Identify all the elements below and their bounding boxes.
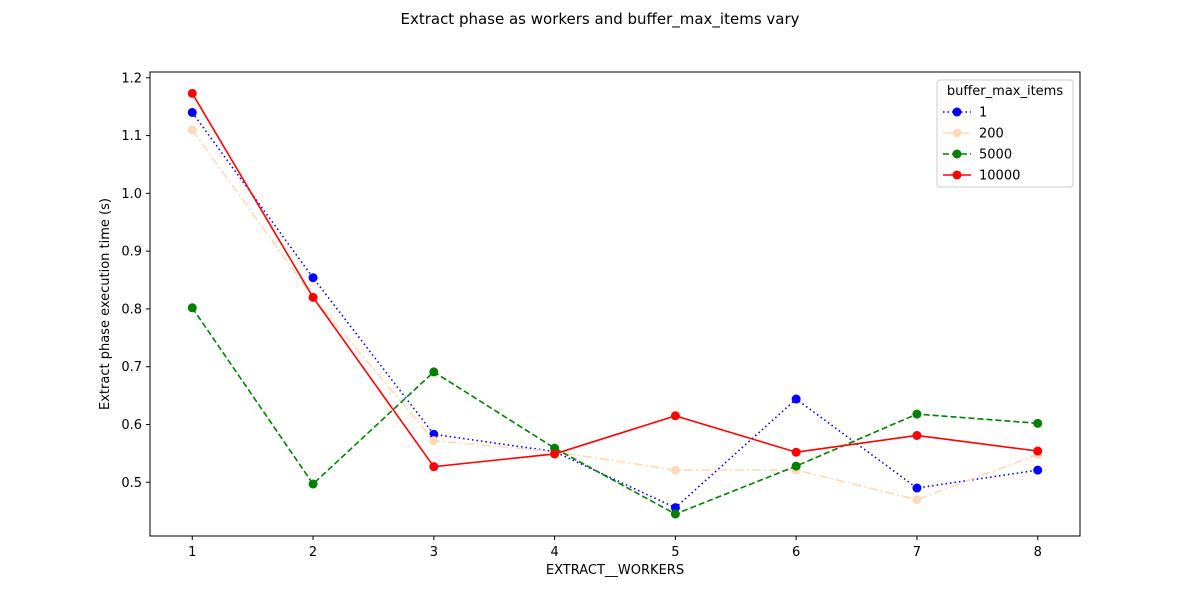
legend-label-10000: 10000 bbox=[979, 169, 1020, 184]
data-point-5000 bbox=[1033, 418, 1043, 428]
data-point-1 bbox=[1033, 465, 1043, 475]
data-point-10000 bbox=[550, 449, 560, 459]
data-point-5000 bbox=[912, 409, 922, 419]
legend-box bbox=[936, 79, 1074, 188]
x-axis: 1 2 3 4 5 6 7 8 bbox=[188, 536, 1042, 560]
x-tick-label: 4 bbox=[550, 545, 558, 560]
data-point-5000 bbox=[670, 509, 680, 519]
data-point-10000 bbox=[1033, 446, 1043, 456]
legend-marker-1 bbox=[952, 107, 962, 117]
data-point-200 bbox=[429, 436, 439, 446]
legend-label-1: 1 bbox=[979, 106, 987, 121]
series-line-200 bbox=[191, 129, 1039, 501]
series-line-1 bbox=[191, 111, 1038, 509]
data-point-1 bbox=[308, 273, 318, 283]
chart-title: Extract phase as workers and buffer_max_… bbox=[400, 10, 799, 29]
data-point-1 bbox=[912, 483, 922, 493]
y-axis: 0.5 0.6 0.7 0.8 0.9 1.0 1.1 1.2 bbox=[121, 71, 150, 491]
x-tick-label: 6 bbox=[792, 545, 800, 560]
legend-label-200: 200 bbox=[979, 127, 1004, 142]
x-tick-label: 5 bbox=[671, 545, 679, 560]
data-point-1 bbox=[187, 107, 197, 117]
data-point-10000 bbox=[308, 292, 318, 302]
data-point-1 bbox=[670, 503, 680, 513]
data-point-200 bbox=[912, 495, 922, 505]
y-tick-label: 1.1 bbox=[121, 129, 142, 144]
data-point-1 bbox=[791, 394, 801, 404]
data-point-10000 bbox=[791, 447, 801, 457]
y-tick-label: 0.5 bbox=[121, 476, 142, 491]
plot-area bbox=[187, 88, 1043, 519]
x-tick-label: 7 bbox=[913, 545, 921, 560]
x-axis-label: EXTRACT__WORKERS bbox=[546, 563, 684, 578]
data-point-10000 bbox=[187, 88, 197, 98]
legend-label-5000: 5000 bbox=[979, 148, 1012, 163]
data-point-5000 bbox=[429, 367, 439, 377]
legend-title: buffer_max_items bbox=[947, 84, 1063, 99]
y-tick-label: 1.0 bbox=[121, 187, 142, 202]
legend: buffer_max_items 1 200 5000 10000 bbox=[936, 79, 1074, 188]
y-tick-label: 0.6 bbox=[121, 418, 142, 433]
x-tick-label: 1 bbox=[188, 545, 196, 560]
legend-marker-10000 bbox=[952, 170, 962, 180]
data-point-200 bbox=[187, 125, 197, 135]
data-point-5000 bbox=[187, 303, 197, 313]
legend-marker-5000 bbox=[952, 149, 962, 159]
data-point-10000 bbox=[670, 411, 680, 421]
data-point-5000 bbox=[308, 479, 318, 489]
data-point-200 bbox=[670, 465, 680, 475]
y-axis-label: Extract phase execution time (s) bbox=[98, 198, 113, 410]
series-line-5000 bbox=[191, 307, 1038, 515]
data-point-5000 bbox=[791, 461, 801, 471]
legend-marker-200 bbox=[952, 128, 962, 138]
x-tick-label: 3 bbox=[430, 545, 438, 560]
y-tick-label: 0.7 bbox=[121, 360, 142, 375]
data-point-10000 bbox=[912, 430, 922, 440]
y-tick-label: 0.9 bbox=[121, 245, 142, 260]
series-line-10000 bbox=[191, 92, 1038, 468]
y-tick-label: 0.8 bbox=[121, 302, 142, 317]
x-tick-label: 8 bbox=[1034, 545, 1042, 560]
y-tick-label: 1.2 bbox=[121, 71, 142, 86]
data-point-10000 bbox=[429, 462, 439, 472]
plot-frame bbox=[149, 71, 1081, 537]
x-tick-label: 2 bbox=[309, 545, 317, 560]
data-point-1 bbox=[429, 429, 439, 439]
